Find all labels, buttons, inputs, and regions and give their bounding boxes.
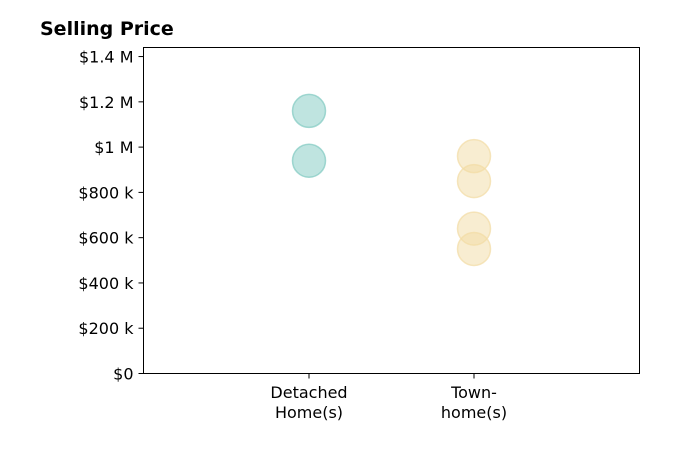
x-tick-label: Town-home(s)	[441, 383, 507, 422]
x-tick-label-line: home(s)	[441, 403, 507, 422]
x-tick-label-line: Town-	[450, 383, 497, 402]
data-point	[456, 163, 492, 199]
data-points	[291, 93, 492, 267]
data-point	[291, 93, 327, 129]
y-tick-label: $400 k	[78, 274, 134, 293]
y-tick-label: $800 k	[78, 183, 134, 202]
y-tick-label: $1 M	[94, 138, 133, 157]
y-tick-label: $1.4 M	[79, 48, 134, 67]
data-point	[456, 231, 492, 267]
x-axis: Detached Home(s) Town-home(s)	[270, 373, 507, 422]
x-tick-label-line: Detached	[270, 383, 347, 402]
chart-title: Selling Price	[40, 18, 174, 40]
x-tick-label-line: Home(s)	[275, 403, 343, 422]
y-tick-label: $600 k	[78, 229, 134, 248]
y-tick-label: $1.2 M	[79, 93, 134, 112]
y-tick-label: $200 k	[78, 319, 134, 338]
x-tick-label: Detached Home(s)	[270, 383, 347, 422]
data-point	[291, 143, 327, 178]
y-tick-label: $0	[113, 365, 133, 384]
y-axis: $0 $200 k $400 k $600 k $800 k $1 M $1.2 M $1.4…	[78, 48, 144, 384]
plot-frame	[143, 47, 640, 374]
